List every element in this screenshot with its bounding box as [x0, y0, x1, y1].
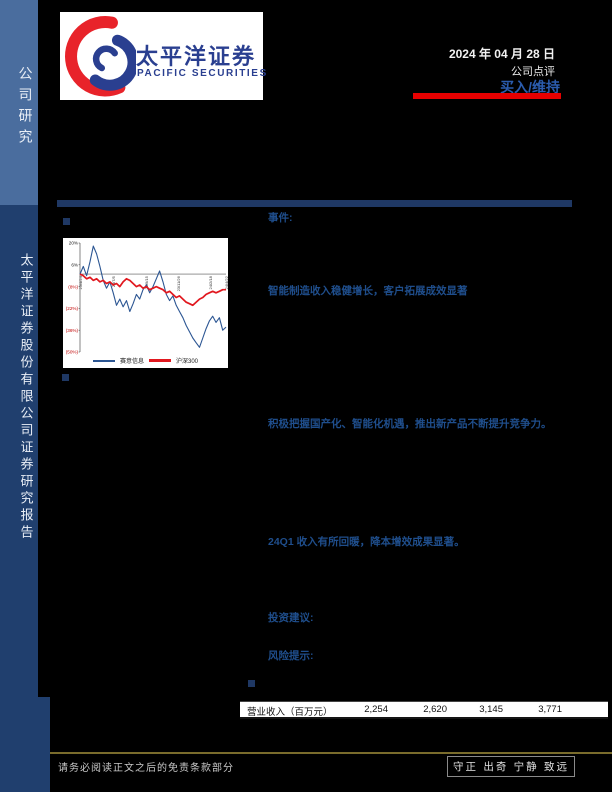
- svg-text:(22%): (22%): [66, 306, 79, 311]
- heading-localization: 积极把握国产化、智能化机遇，推出新产品不断提升竞争力。: [268, 418, 552, 430]
- revenue-value: 3,145: [479, 704, 503, 715]
- svg-text:23/7/5: 23/7/5: [111, 275, 116, 287]
- legend-company-label: 赛意信息: [119, 359, 144, 365]
- svg-text:(50%): (50%): [66, 350, 79, 355]
- report-type: 公司点评: [511, 66, 555, 78]
- section-divider-bar: [57, 200, 572, 207]
- company-logo: 太平洋证券 PACIFIC SECURITIES: [60, 12, 266, 100]
- heading-growth: 智能制造收入稳健增长，客户拓展成效显著: [268, 285, 468, 297]
- svg-text:23/11/26: 23/11/26: [176, 275, 181, 291]
- footer-disclaimer: 请务必阅读正文之后的免责条款部分: [58, 763, 234, 774]
- sidebar-section-category: 公司研究: [0, 0, 38, 205]
- revenue-value: 2,254: [364, 704, 388, 715]
- bullet-marker: [63, 218, 70, 225]
- svg-text:23/9/15: 23/9/15: [144, 275, 149, 289]
- svg-text:23/4/24: 23/4/24: [78, 275, 83, 289]
- legend-line-index-icon: [149, 359, 171, 362]
- svg-text:(8%): (8%): [68, 284, 78, 289]
- footer-rule: [50, 752, 612, 754]
- revenue-value: 2,620: [423, 704, 447, 715]
- advice-label: 投资建议:: [268, 612, 314, 624]
- risk-label: 风险提示:: [268, 650, 314, 662]
- rating-badge: 买入/维持: [500, 79, 560, 95]
- revenue-row-label: 营业收入（百万元）: [247, 707, 333, 718]
- legend-index-label: 沪深300: [176, 359, 199, 365]
- revenue-table-row: 营业收入（百万元） 2,254 2,620 3,145 3,771: [240, 701, 608, 719]
- report-date: 2024 年 04 月 28 日: [448, 47, 555, 61]
- svg-text:(36%): (36%): [66, 328, 79, 333]
- bullet-marker: [62, 374, 69, 381]
- svg-text:20%: 20%: [69, 241, 78, 246]
- logo-en-text: PACIFIC SECURITIES: [137, 68, 268, 79]
- rating-underline: [413, 93, 561, 99]
- pacific-securities-logo-icon: [65, 16, 136, 97]
- revenue-value: 3,771: [538, 704, 562, 715]
- chart-plot-area: 20% 6% (8%) (22%) (36%) (50%) 23/4/24 23/7/5 23/…: [66, 241, 229, 355]
- bullet-marker: [248, 680, 255, 687]
- sidebar-category-label: 公司研究: [16, 66, 33, 150]
- sidebar-footer-block: [0, 697, 50, 792]
- svg-text:24/2/18: 24/2/18: [208, 275, 213, 289]
- legend-line-company-icon: [92, 359, 115, 362]
- logo-cn-text: 太平洋证券: [136, 44, 257, 69]
- sidebar-section-company: 太平洋证券股份有限公司证券研究报告: [0, 205, 38, 697]
- heading-q1: 24Q1 收入有所回暖，降本增效成果显著。: [268, 536, 465, 548]
- chart-legend: 赛意信息 沪深300: [63, 356, 228, 365]
- svg-text:6%: 6%: [71, 263, 78, 268]
- svg-text:24/4/22: 24/4/22: [224, 275, 228, 289]
- event-label: 事件:: [268, 212, 293, 224]
- sidebar-company-label: 太平洋证券股份有限公司证券研究报告: [17, 253, 33, 542]
- footer-motto: 守正 出奇 宁静 致远: [447, 756, 576, 777]
- price-performance-chart: 20% 6% (8%) (22%) (36%) (50%) 23/4/24 23/7/5 23/…: [63, 238, 229, 368]
